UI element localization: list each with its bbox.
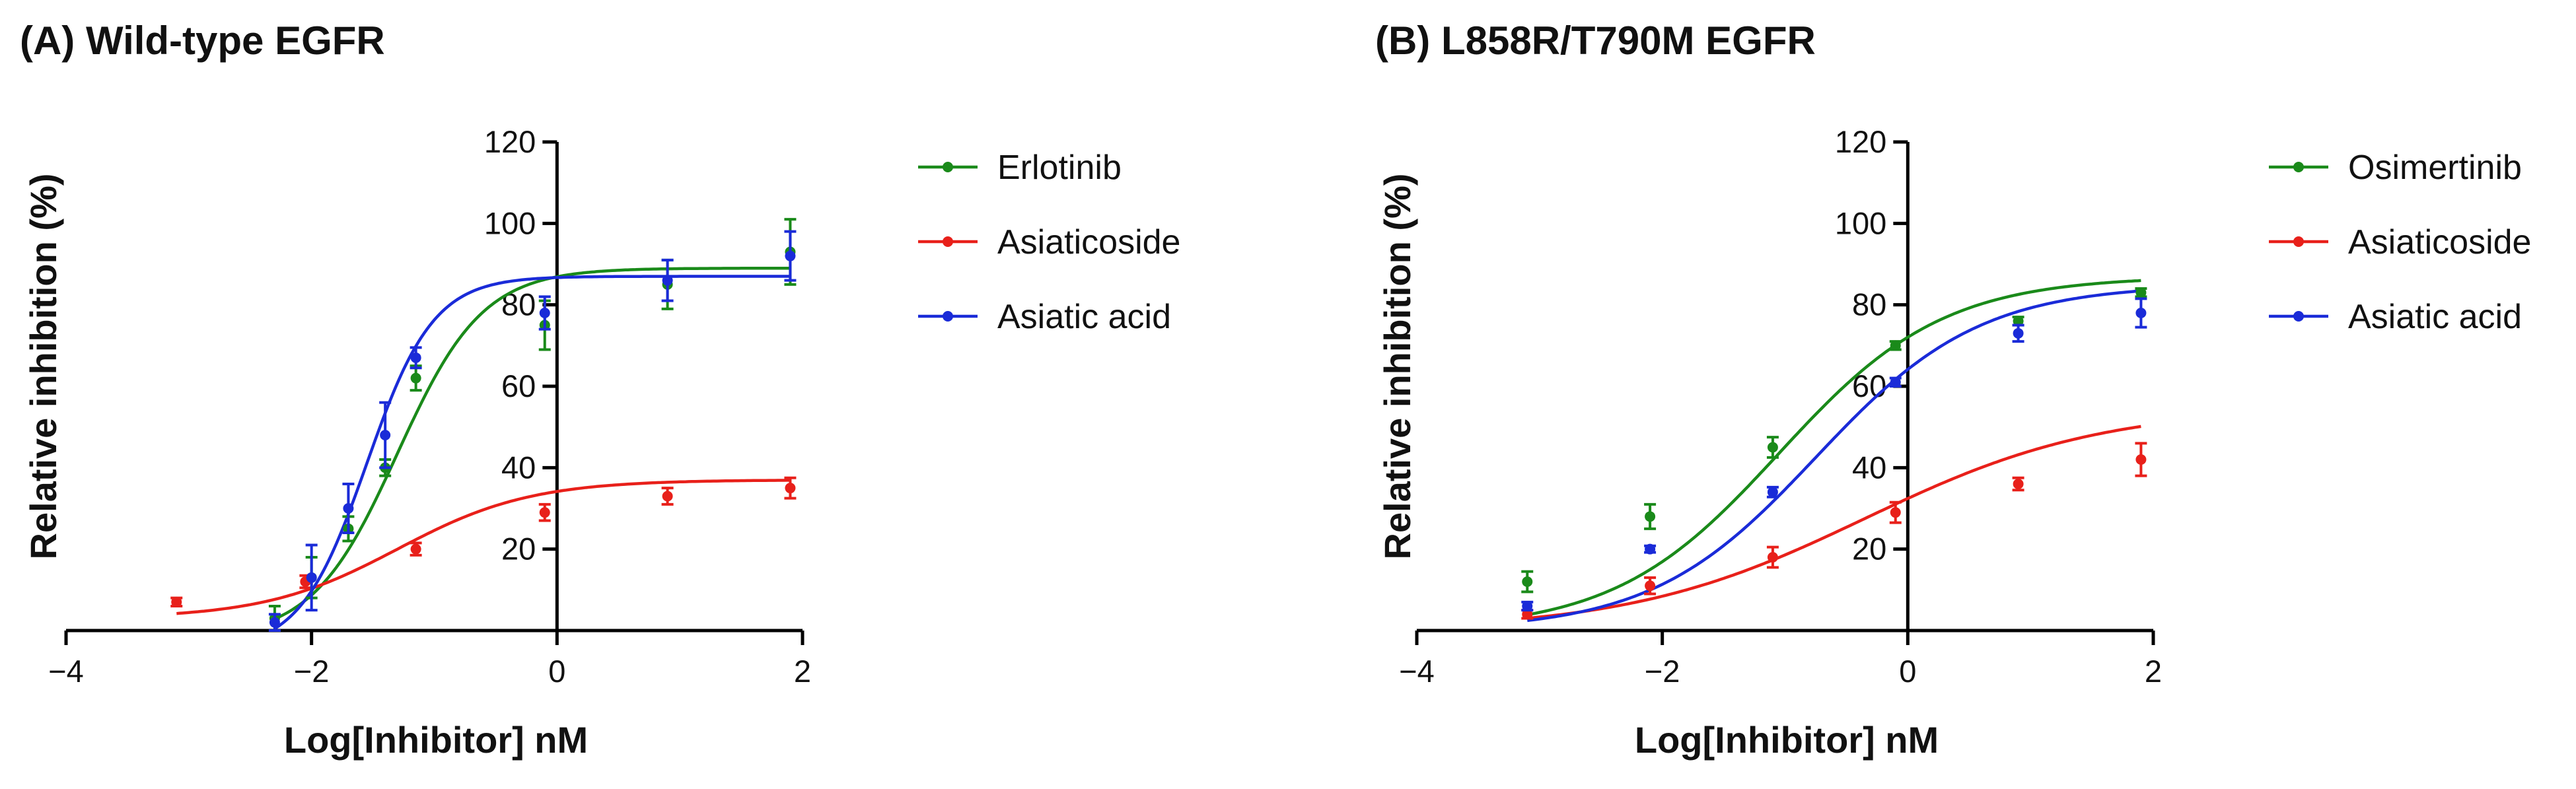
panel-b-data-point [2013, 479, 2024, 489]
panel-b-data-point [2135, 308, 2147, 318]
panel-b-y-tick-label: 120 [1835, 124, 1886, 159]
panel-a-points [170, 218, 797, 632]
panel-b-data-point [1645, 580, 1656, 592]
panel-b-points [1521, 287, 2147, 620]
panel-b-data-point [1522, 609, 1533, 620]
panel-a-data-point [662, 491, 673, 502]
panel-a-fit-curve-0 [273, 266, 791, 621]
panel-a-y-tick-label: 80 [501, 287, 536, 322]
panel-a-data-point [306, 572, 317, 583]
panel-b: (B) L858R/T790M EGFR −4 −2 0 22040608010012… [1375, 18, 2531, 761]
panel-a-y-axis-title: Relative inhibition (%) [22, 174, 64, 560]
panel-a-y-tick-label: 20 [501, 532, 536, 566]
panel-a-legend-label-0: Erlotinib [997, 149, 1122, 187]
panel-b-legend-marker-1 [2293, 236, 2304, 247]
panel-a-legend-marker-2 [943, 311, 953, 322]
panel-b-data-point [1522, 601, 1533, 611]
panel-b-data-point [1645, 543, 1656, 555]
panel-b-fit-curve-1 [1527, 425, 2141, 620]
panel-a-y-tick-label: 120 [484, 124, 536, 159]
panel-b-data-point [1522, 576, 1533, 587]
panel-b-legend-label-0: Osimertinib [2348, 149, 2522, 187]
panel-b-data-point [2135, 287, 2147, 298]
panel-b-legend-label-2: Asiatic acid [2348, 298, 2522, 336]
panel-a-legend: Erlotinib Asiaticoside Asiatic acid [918, 149, 1180, 336]
panel-a-x-tick-label: 2 [794, 654, 811, 689]
panel-b-x-tick-label: −2 [1645, 654, 1680, 689]
panel-b-data-point [1890, 507, 1901, 518]
panel-a-fit-curve-1 [176, 479, 791, 615]
panel-b-x-tick-label: 0 [1899, 654, 1916, 689]
panel-b-x-tick-label: −4 [1399, 654, 1435, 689]
panel-a-y-tick-label: 60 [501, 368, 536, 403]
panel-b-fit-curve-0 [1526, 279, 2141, 617]
panel-a-fit-curve-2 [273, 275, 791, 631]
panel-a-y-tick-label: 100 [484, 205, 536, 240]
panel-a-data-point [785, 483, 796, 494]
panel-b-y-axis-title: Relative inhibition (%) [1377, 174, 1418, 560]
panel-a-axes [66, 142, 803, 633]
panel-a-x-axis-title: Log[Inhibitor] nM [284, 719, 588, 761]
panel-a: (A) Wild-type EGFR −4 −2 0 220406080100120 … [20, 18, 1180, 761]
panel-b-data-point [1767, 442, 1778, 453]
panel-a-data-point [785, 250, 796, 261]
panel-b-data-point [1767, 552, 1778, 563]
panel-b-data-point [1890, 376, 1901, 388]
panel-a-data-point [539, 308, 550, 318]
panel-b-fit-curve-2 [1527, 289, 2141, 623]
panel-a-legend-marker-0 [943, 162, 953, 172]
panel-b-data-point [1890, 340, 1901, 351]
panel-b-curves [1526, 279, 2141, 623]
panel-a-data-point [269, 617, 280, 628]
panel-b-y-tick-label: 100 [1835, 205, 1886, 240]
panel-a-data-point [171, 596, 182, 607]
panel-b-y-tick-label: 20 [1852, 532, 1886, 566]
panel-a-x-tick-label: −2 [294, 654, 330, 689]
panel-a-x-tick-label: 0 [548, 654, 565, 689]
panel-a-data-point [410, 352, 421, 363]
panel-b-legend-marker-2 [2293, 311, 2304, 322]
panel-b-data-point [2013, 316, 2024, 327]
panel-b-y-tick-label: 40 [1852, 450, 1886, 485]
panel-a-data-point [380, 430, 391, 440]
panel-b-axes [1417, 142, 2153, 633]
panel-a-curves [176, 266, 791, 631]
panel-b-data-point [1645, 511, 1656, 522]
panel-a-data-point [539, 507, 550, 518]
panel-a-ticks: −4 −2 0 2 20 40 60 80 100 120 [48, 124, 811, 689]
panel-a-x-tick-label: −4 [48, 654, 84, 689]
panel-b-title: (B) L858R/T790M EGFR [1375, 18, 1816, 63]
panel-b-legend-marker-0 [2293, 162, 2304, 172]
panel-a-legend-marker-1 [943, 236, 953, 247]
panel-a-data-point [662, 275, 673, 286]
panel-b-data-point [2013, 327, 2024, 339]
panel-a-legend-label-1: Asiaticoside [997, 223, 1180, 261]
panel-a-y-tick-label: 40 [501, 450, 536, 485]
panel-a-data-point [343, 503, 354, 514]
panel-b-x-tick-label: 2 [2145, 654, 2162, 689]
panel-b-y-tick-label: 80 [1852, 287, 1886, 322]
panel-a-legend-label-2: Asiatic acid [997, 298, 1171, 336]
panel-b-data-point [2135, 454, 2147, 465]
panel-b-data-point [1767, 487, 1778, 498]
panel-b-x-axis-title: Log[Inhibitor] nM [1635, 719, 1939, 761]
panel-b-legend-label-1: Asiaticoside [2348, 223, 2531, 261]
panel-a-data-point [410, 543, 421, 555]
panel-a-data-point [410, 372, 421, 384]
panel-b-legend: Osimertinib Asiaticoside Asiatic acid [2269, 149, 2531, 336]
panel-a-title: (A) Wild-type EGFR [20, 18, 385, 63]
